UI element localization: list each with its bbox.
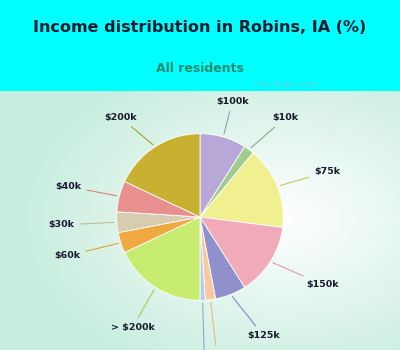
Wedge shape — [200, 217, 245, 299]
Text: $30k: $30k — [49, 220, 114, 229]
Text: $200k: $200k — [104, 113, 153, 145]
Text: $150k: $150k — [273, 263, 338, 289]
Wedge shape — [118, 217, 200, 252]
Wedge shape — [200, 217, 216, 300]
Wedge shape — [125, 134, 200, 217]
Text: $100k: $100k — [216, 97, 248, 134]
Wedge shape — [125, 217, 200, 300]
Text: $10k: $10k — [251, 113, 298, 148]
Wedge shape — [117, 212, 200, 233]
Text: All residents: All residents — [156, 62, 244, 75]
Wedge shape — [117, 182, 200, 217]
Text: Income distribution in Robins, IA (%): Income distribution in Robins, IA (%) — [33, 20, 367, 35]
Text: $75k: $75k — [280, 167, 340, 186]
Text: > $200k: > $200k — [111, 290, 155, 332]
Text: $125k: $125k — [232, 297, 280, 340]
Text: City-Data.com: City-Data.com — [250, 80, 317, 89]
Text: $40k: $40k — [55, 182, 116, 196]
Text: $60k: $60k — [54, 243, 118, 260]
Text: $50k: $50k — [191, 303, 217, 350]
Wedge shape — [200, 217, 205, 300]
Wedge shape — [200, 134, 245, 217]
Text: $20k: $20k — [204, 302, 230, 350]
Wedge shape — [200, 217, 283, 287]
Wedge shape — [200, 147, 253, 217]
Wedge shape — [200, 153, 283, 228]
